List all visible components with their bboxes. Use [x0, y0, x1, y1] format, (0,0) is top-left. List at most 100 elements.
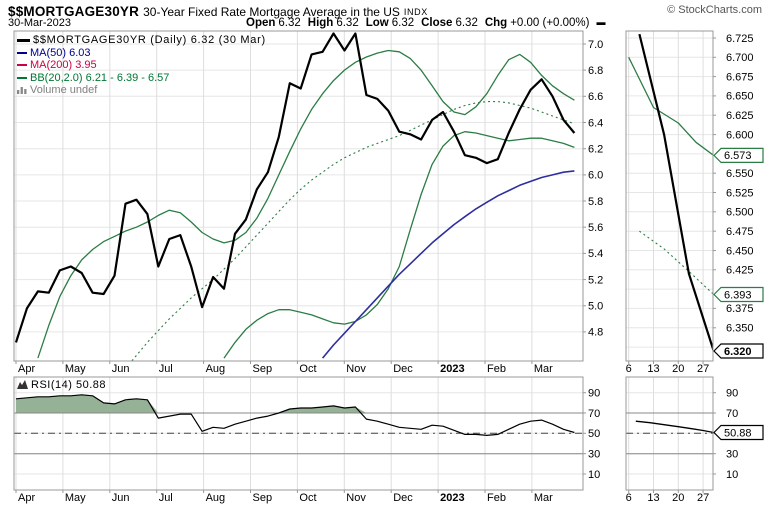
chg-flat-marker: ▬ — [596, 17, 606, 27]
y-tick-label: 50 — [588, 428, 600, 440]
x-month-label: Apr — [18, 363, 35, 375]
price-zoom-bb-middle-line — [639, 230, 713, 295]
y-tick-label: 10 — [588, 469, 600, 481]
rsi-main-panel: 90 70 50 30 10 Apr May Jun Jul Aug Sep Oct Nov Dec 202… — [13, 376, 600, 504]
price-main-bb-upper-line — [37, 49, 575, 359]
y-tick-label: 6.475 — [726, 226, 754, 238]
price-zoom-bb-upper-line — [628, 57, 713, 156]
rsi-zoom-rsi-line — [635, 420, 713, 434]
y-tick-label: 6.450 — [726, 245, 754, 257]
y-tick-label: 6.725 — [726, 33, 754, 45]
price-main-panel: 7.0 6.8 6.6 6.4 6.2 6.0 5.8 5.6 5.4 5.2 5.0 4.8 Apr M… — [13, 30, 603, 375]
chart-description: 30-Year Fixed Rate Mortgage Average in t… — [143, 5, 400, 19]
price-zoom-border — [625, 30, 714, 362]
price-zoom-price-line — [638, 33, 713, 352]
y-tick-label: 5.8 — [588, 196, 603, 208]
y-tick-label: 6.525 — [726, 187, 754, 199]
quote-low: Low 6.32 — [365, 17, 415, 29]
x-month-label: Aug — [206, 363, 226, 375]
x-month-label: May — [65, 492, 86, 504]
x-month-label: Oct — [299, 492, 316, 504]
y-tick-label: 6.650 — [726, 91, 754, 103]
x-month-label: Oct — [299, 363, 316, 375]
y-tick-label: 30 — [588, 449, 600, 461]
svg-text:6.320: 6.320 — [724, 346, 752, 358]
y-tick-label: 10 — [726, 469, 738, 481]
x-month-label: Jun — [112, 492, 130, 504]
x-month-label: Apr — [18, 492, 35, 504]
y-tick-label: 6.2 — [588, 144, 603, 156]
x-day-label: 20 — [672, 492, 684, 504]
price-main-bb-middle-line — [131, 101, 575, 361]
y-tick-label: 90 — [726, 388, 738, 400]
y-tick-label: 6.700 — [726, 52, 754, 64]
quote-chg: Chg +0.00 (+0.00%) — [484, 17, 590, 29]
y-tick-label: 6.675 — [726, 71, 754, 83]
x-month-label: Dec — [393, 492, 413, 504]
exchange-tag: INDX — [403, 7, 428, 17]
rsi-main-rsi-line — [15, 394, 575, 436]
x-month-label: Nov — [346, 363, 366, 375]
callout-50.88: 50.88 — [713, 424, 764, 441]
x-month-label: May — [65, 363, 86, 375]
x-month-label: Aug — [206, 492, 226, 504]
x-month-label: 2023 — [440, 492, 464, 504]
symbol: $$MORTGAGE30YR — [8, 4, 140, 19]
svg-text:6.393: 6.393 — [724, 289, 752, 301]
x-day-label: 6 — [626, 492, 632, 504]
y-tick-label: 5.4 — [588, 248, 603, 260]
x-day-label: 13 — [647, 492, 659, 504]
x-day-label: 13 — [647, 363, 659, 375]
x-month-label: Feb — [487, 363, 506, 375]
x-month-label: Jun — [112, 363, 130, 375]
quote-open: Open 6.32 — [246, 17, 301, 29]
y-tick-label: 70 — [588, 408, 600, 420]
x-month-label: Sep — [253, 492, 273, 504]
price-main-ma50-line — [321, 170, 575, 359]
y-tick-label: 6.6 — [588, 91, 603, 103]
x-month-label: Jul — [159, 363, 173, 375]
y-tick-label: 5.6 — [588, 222, 603, 234]
x-day-label: 20 — [672, 363, 684, 375]
y-tick-label: 4.8 — [588, 327, 603, 339]
y-tick-label: 90 — [588, 388, 600, 400]
y-tick-label: 6.375 — [726, 303, 754, 315]
ohlc-quote: Open 6.32 High 6.32 Low 6.32 Close 6.32 Chg +0.00… — [246, 17, 605, 29]
quote-high: High 6.32 — [307, 17, 359, 29]
y-tick-label: 70 — [726, 408, 738, 420]
x-month-label: Nov — [346, 492, 366, 504]
price-zoom-panel: 6.725 6.700 6.675 6.650 6.625 6.600 6.550 6.525… — [625, 30, 764, 375]
y-tick-label: 7.0 — [588, 39, 603, 51]
quote-row: 30-Mar-2023 Open 6.32 High 6.32 Low 6.32 Close… — [8, 17, 764, 30]
callout-6.393: 6.393 — [713, 286, 764, 303]
x-day-label: 6 — [626, 363, 632, 375]
rsi-overbought-fill — [16, 394, 575, 413]
y-tick-label: 6.625 — [726, 110, 754, 122]
x-month-label: Mar — [534, 363, 553, 375]
quote-close: Close 6.32 — [421, 17, 478, 29]
y-tick-label: 6.350 — [726, 323, 754, 335]
y-tick-label: 30 — [726, 449, 738, 461]
x-day-label: 27 — [697, 363, 709, 375]
y-tick-label: 6.500 — [726, 207, 754, 219]
y-tick-label: 6.600 — [726, 129, 754, 141]
x-day-label: 27 — [697, 492, 709, 504]
callout-6.573: 6.573 — [713, 147, 764, 163]
stockcharts-credit: © StockCharts.com — [667, 4, 762, 16]
x-month-label: Sep — [253, 363, 273, 375]
y-tick-label: 5.0 — [588, 301, 603, 313]
y-tick-label: 6.550 — [726, 168, 754, 180]
x-month-label: Feb — [487, 492, 506, 504]
svg-text:6.573: 6.573 — [724, 150, 752, 162]
price-main-border — [13, 30, 584, 362]
chart-date: 30-Mar-2023 — [8, 17, 71, 29]
x-month-label: Jul — [159, 492, 173, 504]
price-main-bb-lower-line — [223, 131, 575, 359]
x-month-label: Dec — [393, 363, 413, 375]
y-tick-label: 6.425 — [726, 265, 754, 277]
callout-6.320: 6.320 — [713, 343, 764, 359]
chart-header: $$MORTGAGE30YR 30-Year Fixed Rate Mortgag… — [8, 3, 764, 19]
y-tick-label: 5.2 — [588, 274, 603, 286]
